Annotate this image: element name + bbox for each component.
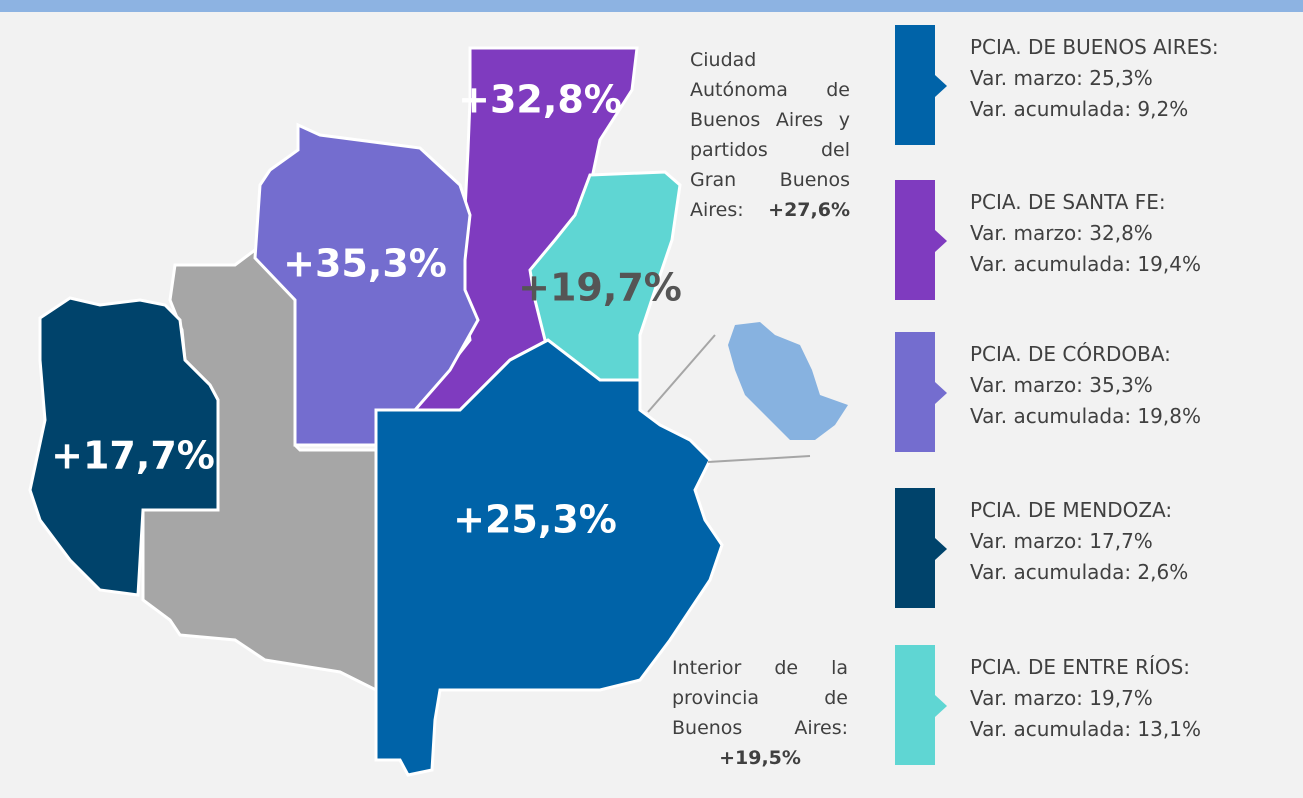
caba-zoom [728,322,848,440]
legend-arrow [935,695,947,717]
legend-swatch [895,25,935,145]
legend-swatch [895,488,935,608]
legend-item: PCIA. DE BUENOS AIRES: Var. marzo: 25,3% V… [895,25,1295,145]
legend-item: PCIA. DE CÓRDOBA: Var. marzo: 35,3% Var. a… [895,332,1295,452]
legend-arrow [935,538,947,560]
region-label: +25,3% [453,498,617,542]
region-label: +35,3% [283,242,447,286]
legend-swatch [895,332,935,452]
legend-item: PCIA. DE SANTA FE: Var. marzo: 32,8% Var. … [895,180,1295,300]
legend-swatch [895,645,935,765]
note-value: +27,6% [768,199,850,221]
region [28,296,220,597]
interior-note: Interior de la provincia de Buenos Aires… [672,653,848,773]
legend-line1: Var. marzo: 17,7% [970,529,1153,553]
legend-line1: Var. marzo: 35,3% [970,373,1153,397]
top-bar [0,0,1303,12]
connector [707,455,811,463]
region-label: +17,7% [51,434,215,478]
legend-item: PCIA. DE MENDOZA: Var. marzo: 17,7% Var. a… [895,488,1295,608]
legend-arrow [935,230,947,252]
region-label: +19,7% [518,266,682,310]
note-value: +19,5% [719,747,801,769]
legend-line2: Var. acumulada: 19,4% [970,252,1201,276]
caba-note: Ciudad Autónoma de Buenos Aires y partid… [690,45,850,225]
connector [647,334,716,413]
region [253,122,480,447]
legend-title: PCIA. DE MENDOZA: [970,498,1173,522]
region-label: +32,8% [458,78,622,122]
legend-line1: Var. marzo: 25,3% [970,66,1153,90]
region [374,338,724,777]
legend-line2: Var. acumulada: 9,2% [970,97,1189,121]
note-text: Ciudad Autónoma de Buenos Aires y partid… [690,49,850,221]
legend-title: PCIA. DE BUENOS AIRES: [970,35,1219,59]
note-text: Interior de la provincia de Buenos Aires… [672,657,848,739]
legend-title: PCIA. DE SANTA FE: [970,190,1166,214]
legend-arrow [935,75,947,97]
legend-swatch [895,180,935,300]
legend-arrow [935,382,947,404]
legend-line1: Var. marzo: 32,8% [970,221,1153,245]
legend-item: PCIA. DE ENTRE RÍOS: Var. marzo: 19,7% Var… [895,645,1295,765]
legend-line2: Var. acumulada: 13,1% [970,717,1201,741]
legend-line2: Var. acumulada: 2,6% [970,560,1189,584]
legend-line1: Var. marzo: 19,7% [970,686,1153,710]
legend-title: PCIA. DE ENTRE RÍOS: [970,655,1191,679]
legend-title: PCIA. DE CÓRDOBA: [970,342,1171,366]
legend-line2: Var. acumulada: 19,8% [970,404,1201,428]
